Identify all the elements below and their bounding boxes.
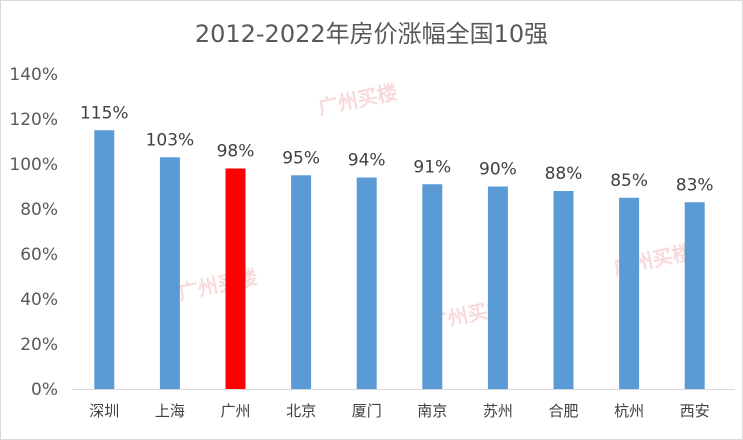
y-tick-label: 100% — [9, 155, 58, 175]
bar-合肥 — [553, 191, 574, 389]
data-label: 85% — [610, 171, 648, 191]
y-tick-label: 20% — [20, 335, 58, 355]
y-tick-label: 120% — [9, 110, 58, 130]
x-tick-label: 南京 — [417, 402, 447, 420]
x-tick-label: 厦门 — [352, 402, 382, 420]
data-label: 90% — [479, 160, 517, 180]
data-label: 98% — [217, 142, 255, 162]
bar-苏州 — [487, 186, 508, 389]
data-label: 83% — [676, 175, 714, 195]
bar-西安 — [684, 202, 705, 389]
bar-上海 — [159, 157, 180, 389]
data-label: 103% — [146, 130, 195, 150]
watermark: 广州买楼 — [176, 265, 259, 305]
y-tick-label: 80% — [20, 200, 58, 220]
data-label: 115% — [80, 103, 129, 123]
y-tick-label: 60% — [20, 245, 58, 265]
x-tick-label: 深圳 — [89, 402, 119, 420]
data-label: 91% — [413, 157, 451, 177]
bar-厦门 — [356, 177, 377, 389]
y-tick-label: 40% — [20, 290, 58, 310]
bar-深圳 — [94, 130, 115, 389]
x-tick-label: 杭州 — [614, 402, 644, 420]
bar-杭州 — [619, 197, 640, 389]
data-label: 95% — [282, 148, 320, 168]
x-tick-label: 北京 — [286, 402, 316, 420]
chart-title: 2012-2022年房价涨幅全国10强 — [194, 20, 549, 48]
x-tick-label: 广州 — [220, 402, 250, 420]
x-tick-label: 合肥 — [548, 402, 578, 420]
watermark: 广州买楼 — [316, 80, 399, 120]
bar-南京 — [422, 184, 443, 389]
x-tick-label: 上海 — [155, 402, 185, 420]
bar-北京 — [291, 175, 312, 389]
data-label: 94% — [348, 151, 386, 171]
x-tick-label: 苏州 — [483, 402, 513, 420]
x-tick-label: 西安 — [680, 402, 710, 420]
bar-广州 — [225, 168, 246, 389]
y-tick-label: 140% — [9, 65, 58, 85]
y-tick-label: 0% — [31, 380, 58, 400]
data-label: 88% — [545, 164, 583, 184]
